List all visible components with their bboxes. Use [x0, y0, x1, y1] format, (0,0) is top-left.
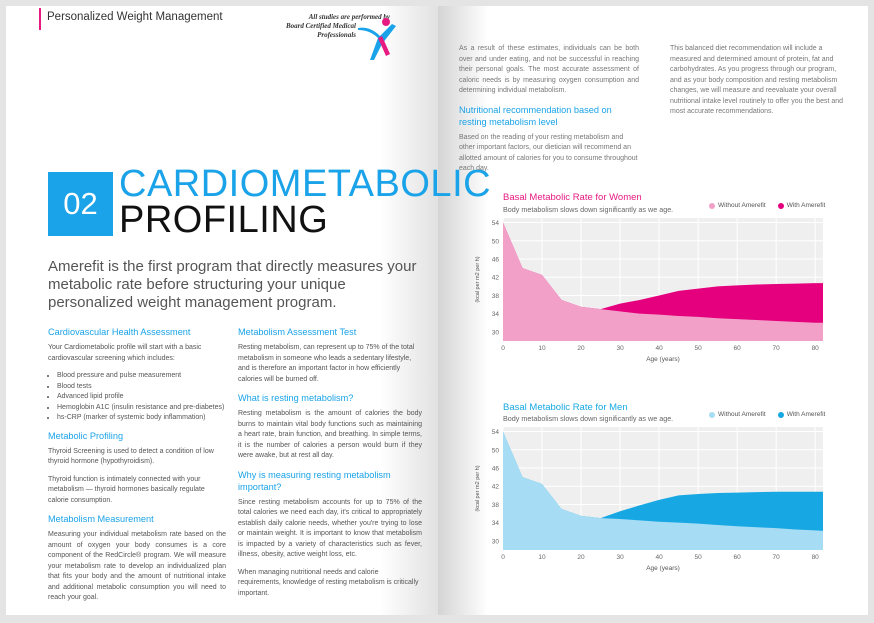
header-rule: [39, 8, 41, 30]
series-area-without-amerefit: [503, 431, 823, 550]
x-tick-label: 60: [734, 345, 742, 352]
x-tick-label: 10: [538, 345, 546, 352]
heading-resting-metabolism: What is resting metabolism?: [238, 393, 354, 403]
y-tick-label: 46: [492, 257, 500, 264]
paragraph: This balanced diet recommendation will i…: [670, 45, 844, 115]
screening-list: Blood pressure and pulse measurement Blo…: [48, 371, 226, 424]
spine-shadow-right: [438, 6, 488, 615]
x-tick-label: 70: [773, 345, 781, 352]
chart-legend: Without Amerefit With Amerefit: [709, 411, 837, 418]
paragraph: Your Cardiometabolic profile will start …: [48, 344, 202, 362]
paragraph: When managing nutritional needs and calo…: [238, 568, 419, 597]
chapter-title: CARDIOMETABOLIC PROFILING: [119, 163, 492, 241]
y-axis-label: (kcal per m2 per h): [475, 256, 481, 302]
y-tick-label: 54: [492, 220, 500, 227]
lead-paragraph: Amerefit is the first program that direc…: [48, 258, 417, 311]
chart-legend: Without Amerefit With Amerefit: [709, 202, 837, 209]
chart-svg: 30 34 38 42 46 50 54 0 10 20 30 40 50 60 70 80 Age (year…: [475, 218, 823, 363]
legend-swatch: [709, 411, 715, 418]
paragraph: Since resting metabolism accounts for up…: [238, 498, 422, 559]
x-tick-label: 20: [577, 554, 585, 561]
x-tick-label: 30: [616, 554, 624, 561]
paragraph: Resting metabolism, can represent up to …: [238, 344, 415, 383]
x-tick-label: 80: [812, 554, 820, 561]
figure-logo-icon: [358, 18, 396, 60]
chart-svg: 30 34 38 42 46 50 54 0 10 20 30 40 50 60 70 80 Age (year…: [475, 427, 823, 572]
column-1: Cardiovascular Health Assessment Your Ca…: [48, 326, 226, 611]
chapter-title-line-2: PROFILING: [119, 199, 329, 241]
chart-subtitle: Body metabolism slows down significantly…: [503, 205, 674, 214]
series-area-without-amerefit: [503, 222, 823, 341]
x-tick-label: 50: [695, 554, 703, 561]
y-tick-label: 30: [492, 538, 500, 545]
legend-label: Without Amerefit: [718, 411, 766, 418]
column-2: Metabolism Assessment Test Resting metab…: [238, 326, 422, 606]
x-tick-label: 10: [538, 554, 546, 561]
x-tick-label: 30: [616, 345, 624, 352]
x-axis-label: Age (years): [646, 356, 680, 363]
list-item: Blood pressure and pulse measurement: [57, 371, 226, 382]
y-tick-label: 54: [492, 429, 500, 436]
badge-line-2: Board Certified Medical Professionals: [286, 22, 356, 39]
chart-title: Basal Metabolic Rate for Men: [503, 402, 628, 413]
y-tick-label: 42: [492, 275, 500, 282]
x-tick-label: 70: [773, 554, 781, 561]
list-item: hs-CRP (marker of systemic body inflamma…: [57, 413, 226, 424]
chart-men: Basal Metabolic Rate for Men Body metabo…: [455, 398, 865, 584]
y-tick-label: 50: [492, 447, 500, 454]
paragraph: Thyroid function is intimately connected…: [48, 475, 205, 504]
column-3: As a result of these estimates, individu…: [459, 44, 639, 182]
y-tick-label: 38: [492, 293, 500, 300]
legend-swatch: [777, 202, 784, 209]
x-tick-label: 40: [655, 554, 663, 561]
x-axis-label: Age (years): [646, 565, 680, 572]
heading-metabolic-profiling: Metabolic Profiling: [48, 430, 124, 441]
legend-label: Without Amerefit: [718, 202, 766, 209]
legend-swatch: [709, 202, 715, 209]
chart-title: Basal Metabolic Rate for Women: [503, 192, 642, 203]
list-item: Blood tests: [57, 382, 226, 393]
y-tick-label: 42: [492, 484, 500, 491]
legend-label: With Amerefit: [786, 202, 826, 209]
x-tick-label: 0: [501, 345, 505, 352]
y-tick-label: 34: [492, 311, 500, 318]
y-tick-label: 38: [492, 502, 500, 509]
y-tick-label: 30: [492, 329, 500, 336]
list-item: Advanced lipid profile: [57, 392, 226, 403]
chapter-title-line-1: CARDIOMETABOLIC: [119, 163, 492, 205]
list-item: Hemoglobin A1C (insulin resistance and p…: [57, 403, 226, 414]
chart-subtitle: Body metabolism slows down significantly…: [503, 414, 674, 423]
chart-women: Basal Metabolic Rate for Women Body meta…: [455, 192, 865, 378]
paragraph: Thyroid Screening is used to detect a co…: [48, 447, 214, 466]
paragraph: As a result of these estimates, individu…: [459, 45, 639, 94]
section-title: Personalized Weight Management: [47, 11, 223, 23]
y-tick-label: 46: [492, 466, 500, 473]
paragraph: Measuring your individual metabolism rat…: [48, 531, 226, 601]
heading-cardiovascular: Cardiovascular Health Assessment: [48, 327, 191, 337]
heading-metabolism-measurement: Metabolism Measurement: [48, 514, 154, 524]
x-tick-label: 0: [501, 554, 505, 561]
x-tick-label: 60: [734, 554, 742, 561]
column-4: This balanced diet recommendation will i…: [670, 44, 848, 125]
heading-nutritional-recommendation: Nutritional recommendation based on rest…: [459, 104, 612, 127]
heading-why-measure: Why is measuring resting metabolism impo…: [238, 469, 391, 492]
y-axis-label: (kcal per m2 per h): [475, 465, 481, 511]
x-tick-label: 40: [655, 345, 663, 352]
badge-line-1: All studies are performed by: [308, 13, 390, 21]
paragraph: Resting metabolism is the amount of calo…: [238, 410, 422, 459]
heading-assessment-test: Metabolism Assessment Test: [238, 327, 357, 337]
y-tick-label: 34: [492, 520, 500, 527]
spine-shadow-left: [380, 6, 438, 615]
legend-swatch: [777, 411, 784, 418]
legend-label: With Amerefit: [786, 411, 826, 418]
paragraph: Based on the reading of your resting met…: [459, 133, 638, 173]
x-tick-label: 80: [812, 345, 820, 352]
credential-badge: All studies are performed by Board Certi…: [250, 13, 390, 40]
left-page: [6, 6, 438, 615]
y-tick-label: 50: [492, 238, 500, 245]
x-tick-label: 50: [695, 345, 703, 352]
chapter-number: 02: [48, 172, 113, 236]
x-tick-label: 20: [577, 345, 585, 352]
